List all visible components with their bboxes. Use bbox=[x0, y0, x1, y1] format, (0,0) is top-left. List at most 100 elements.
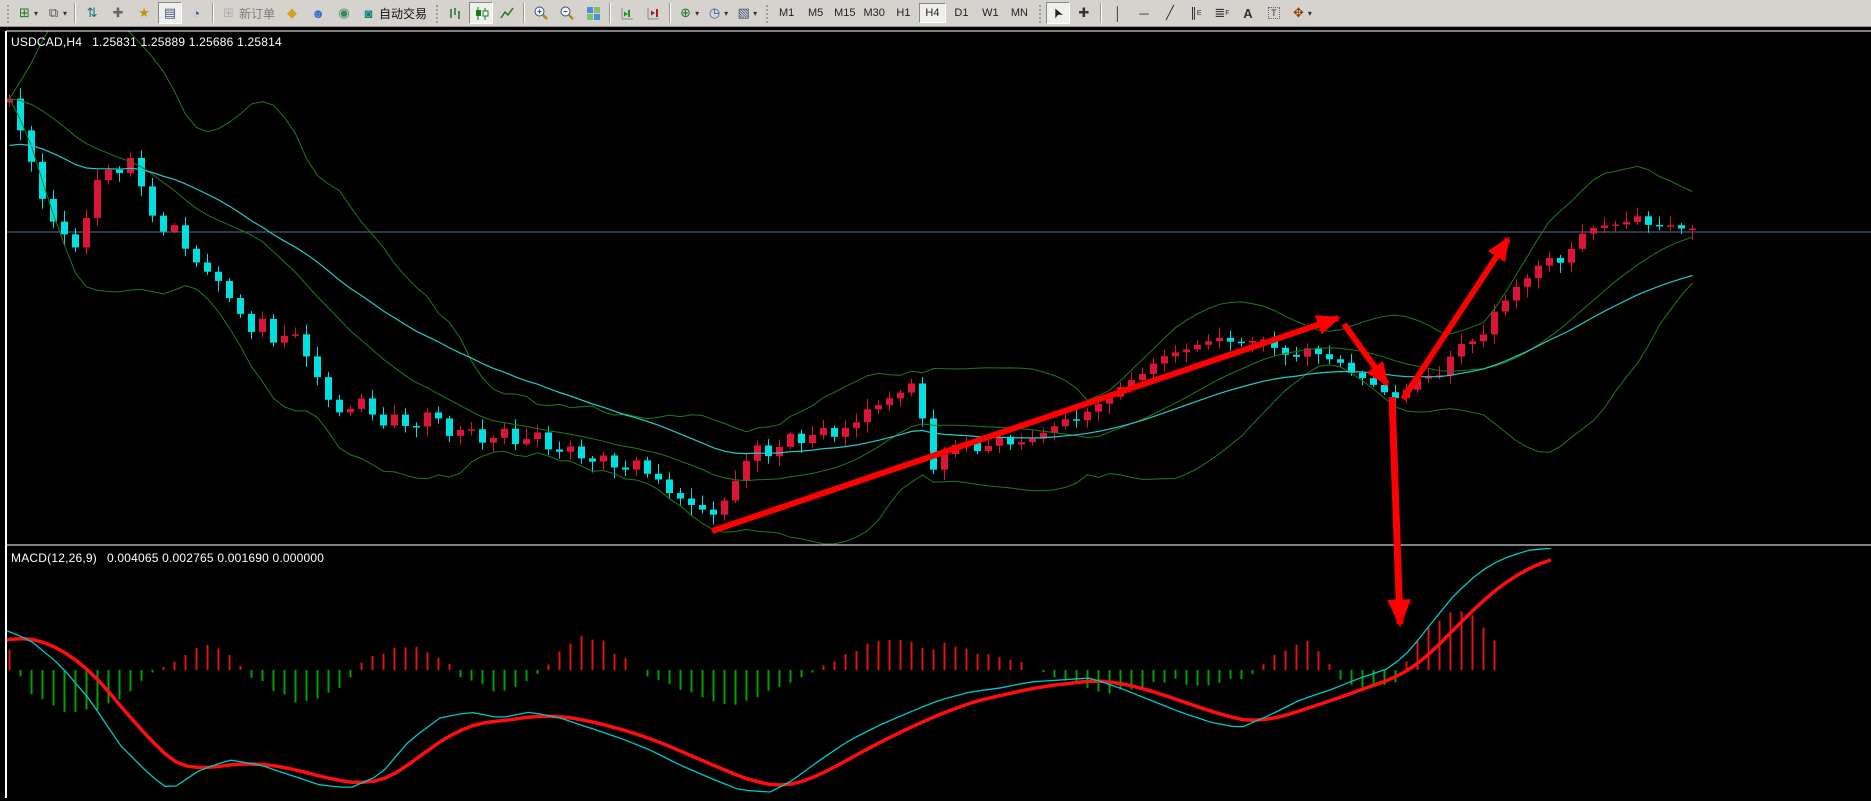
data-window-button[interactable]: ✚ bbox=[106, 2, 130, 24]
vertical-line-button[interactable]: │ bbox=[1106, 2, 1130, 24]
timeframe-m1-button[interactable]: M1 bbox=[778, 7, 795, 19]
timeframe-m15-button[interactable]: M15 bbox=[834, 7, 856, 19]
toolbar-gripper[interactable] bbox=[1036, 3, 1042, 23]
horizontal-line-icon: ─ bbox=[1139, 5, 1149, 21]
trend-arrow-3 bbox=[1387, 396, 1412, 628]
timeframe-m30-button[interactable]: M30 bbox=[863, 7, 885, 19]
periods-button[interactable]: ◷ ▾ bbox=[704, 2, 731, 24]
timeframe-d1-button[interactable]: D1 bbox=[954, 7, 969, 19]
market-watch-button[interactable]: ⇅ bbox=[80, 2, 104, 24]
zoom-in-button[interactable] bbox=[529, 2, 553, 24]
ohlc-quotes: 1.25831 1.25889 1.25686 1.25814 bbox=[92, 35, 282, 49]
fibonacci-button[interactable]: ≣ F bbox=[1210, 2, 1234, 24]
indicators-button[interactable]: ⊕ ▾ bbox=[675, 2, 702, 24]
trend-arrow-2 bbox=[1341, 322, 1390, 387]
navigator-button[interactable]: ★ bbox=[132, 2, 156, 24]
trendline-button[interactable]: ╱ bbox=[1158, 2, 1182, 24]
templates-button[interactable]: ▧ ▾ bbox=[733, 2, 760, 24]
periods-icon: ◷ bbox=[708, 5, 721, 20]
timeframe-mn-button[interactable]: MN bbox=[1010, 7, 1028, 19]
cursor-button[interactable]: ➤ bbox=[1045, 2, 1070, 24]
toolbar-separator bbox=[523, 3, 526, 23]
bollinger-lower-band bbox=[9, 98, 1693, 545]
auto-scroll-button[interactable] bbox=[615, 2, 639, 24]
strategy-tester-button[interactable]: ◔ bbox=[184, 2, 208, 24]
tile-windows-icon bbox=[586, 6, 601, 21]
candlestick-chart-icon bbox=[474, 6, 489, 21]
toolbar-separator bbox=[1099, 3, 1102, 23]
bars-chart-icon bbox=[448, 6, 463, 21]
trend-arrow-1 bbox=[711, 315, 1341, 534]
trend-arrow-4 bbox=[1400, 236, 1511, 401]
arrows-button[interactable]: ✥ ▾ bbox=[1288, 2, 1315, 24]
community-icon: ☻ bbox=[311, 5, 325, 21]
data-window-icon: ✚ bbox=[112, 5, 124, 20]
timeframe-m5-button[interactable]: M5 bbox=[807, 7, 824, 19]
chart-shift-icon bbox=[646, 6, 661, 21]
market-watch-icon: ⇅ bbox=[86, 5, 98, 20]
new-chart-icon: ⊞ bbox=[19, 5, 30, 20]
strategy-tester-icon: ◔ bbox=[192, 5, 200, 21]
text-icon: A bbox=[1243, 5, 1253, 21]
text-label-icon: T bbox=[1266, 7, 1281, 19]
toolbar-gripper[interactable] bbox=[5, 3, 10, 23]
chevron-down-icon: ▾ bbox=[34, 8, 39, 18]
chart-shift-button[interactable] bbox=[641, 2, 665, 24]
symbol-period: USDCAD,H4 bbox=[11, 35, 83, 49]
candlestick-chart-button[interactable] bbox=[469, 2, 494, 24]
chart-profiles-button[interactable]: ⧉ ▾ bbox=[43, 2, 70, 24]
horizontal-line-button[interactable]: ─ bbox=[1132, 2, 1156, 24]
equidistant-channel-icon: ∥ E bbox=[1190, 5, 1202, 20]
tile-windows-button[interactable] bbox=[581, 2, 605, 24]
toolbar-separator bbox=[609, 3, 612, 23]
terminal-button[interactable]: ▤ bbox=[158, 2, 183, 24]
crosshair-icon: ✚ bbox=[1078, 5, 1090, 20]
signals-button[interactable]: ◉ bbox=[332, 2, 356, 24]
zoom-in-icon bbox=[533, 5, 549, 21]
new-chart-button[interactable]: ⊞ ▾ bbox=[14, 2, 41, 24]
fibonacci-icon: ≣ F bbox=[1214, 5, 1230, 20]
macd-values: 0.004065 0.002765 0.001690 0.000000 bbox=[106, 551, 325, 565]
navigator-icon: ★ bbox=[138, 5, 150, 20]
zoom-out-icon bbox=[559, 5, 575, 21]
chevron-down-icon: ▾ bbox=[1307, 8, 1312, 18]
timeframe-h4-button[interactable]: H4 bbox=[918, 3, 946, 23]
chevron-down-icon: ▾ bbox=[63, 8, 68, 18]
macd-histogram bbox=[8, 611, 1496, 713]
autotrading-button[interactable]: ◙ 自动交易 bbox=[358, 2, 430, 24]
text-label-button[interactable]: T bbox=[1262, 2, 1286, 24]
equidistant-channel-button[interactable]: ∥ E bbox=[1184, 2, 1208, 24]
vertical-line-icon: │ bbox=[1113, 5, 1122, 21]
chart-canvas[interactable] bbox=[0, 27, 1871, 801]
timeframe-h1-button[interactable]: H1 bbox=[896, 7, 911, 19]
line-chart-button[interactable] bbox=[495, 2, 519, 24]
autotrading-icon: ◙ bbox=[364, 5, 373, 21]
chevron-down-icon: ▾ bbox=[724, 8, 729, 18]
auto-scroll-icon bbox=[620, 6, 635, 21]
signals-icon: ◉ bbox=[338, 5, 350, 20]
metaeditor-button[interactable]: ◆ bbox=[280, 2, 304, 24]
crosshair-button[interactable]: ✚ bbox=[1072, 2, 1096, 24]
terminal-icon: ▤ bbox=[163, 5, 177, 20]
timeframe-w1-button[interactable]: W1 bbox=[982, 7, 999, 19]
toolbar-gripper[interactable] bbox=[434, 3, 440, 23]
bars-chart-button[interactable] bbox=[443, 2, 467, 24]
chart-window: USDCAD,H4 1.25831 1.25889 1.25686 1.25814… bbox=[0, 27, 1871, 801]
templates-icon: ▧ bbox=[737, 5, 750, 20]
chart-profiles-icon: ⧉ bbox=[48, 5, 59, 20]
arrows-icon: ✥ bbox=[1292, 5, 1304, 20]
macd-panel bbox=[6, 548, 1552, 793]
cursor-icon: ➤ bbox=[1048, 5, 1067, 22]
main-toolbar: ⊞ ▾ ⧉ ▾ ⇅ ✚ ★ ▤ ◔ ⊞ 新订单 ◆ ☻ ◉ ◙ 自动交易 ⊕ ▾ ◷ ▾ ▧ ▾ M1 M5 M15 M30 H1 H… bbox=[0, 0, 1871, 27]
toolbar-gripper[interactable] bbox=[764, 3, 770, 23]
bollinger-middle-band bbox=[9, 98, 1693, 482]
candles-series bbox=[6, 87, 1696, 525]
zoom-out-button[interactable] bbox=[555, 2, 579, 24]
new-order-label: 新订单 bbox=[239, 6, 276, 21]
text-button[interactable]: A bbox=[1236, 2, 1260, 24]
line-chart-icon bbox=[499, 6, 515, 21]
toolbar-separator bbox=[669, 3, 672, 23]
macd-signal-line bbox=[6, 558, 1552, 787]
community-button[interactable]: ☻ bbox=[306, 2, 330, 24]
indicators-icon: ⊕ bbox=[680, 5, 692, 20]
